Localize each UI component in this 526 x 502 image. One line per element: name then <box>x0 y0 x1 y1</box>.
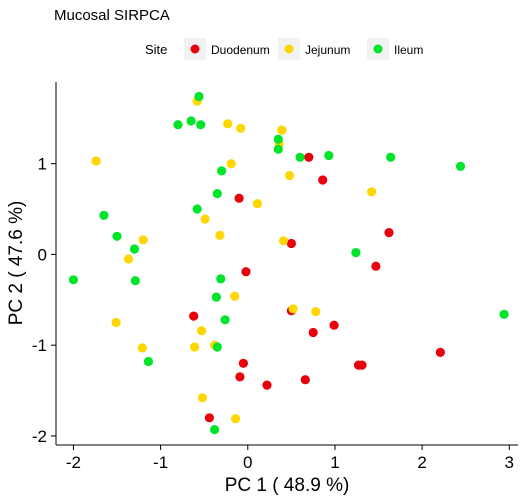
data-point-jejunum <box>223 119 233 129</box>
data-point-jejunum <box>231 414 241 424</box>
data-point-duodenum <box>300 375 310 385</box>
data-point-ileum <box>99 210 109 220</box>
data-point-jejunum <box>215 230 225 240</box>
data-point-jejunum <box>367 187 377 197</box>
legend-item-ileum: Ileum <box>367 38 423 60</box>
x-tick-label: 1 <box>330 453 339 472</box>
data-point-duodenum <box>262 380 272 390</box>
data-point-duodenum <box>234 193 244 203</box>
y-tick-label: -2 <box>32 427 47 446</box>
legend: Site Duodenum Jejunum Ileum <box>145 38 423 60</box>
data-point-ileum <box>192 204 202 214</box>
legend-key-marker <box>373 44 383 54</box>
data-point-ileum <box>196 120 206 130</box>
data-point-jejunum <box>197 393 207 403</box>
legend-key-marker <box>190 44 200 54</box>
data-point-jejunum <box>236 123 246 133</box>
data-point-ileum <box>324 150 334 161</box>
legend-label: Jejunum <box>305 43 350 57</box>
y-axis-label: PC 2 ( 47.6 %) <box>6 201 27 326</box>
data-point-duodenum <box>238 358 248 368</box>
data-point-jejunum <box>277 125 287 135</box>
data-point-jejunum <box>137 343 147 353</box>
data-point-duodenum <box>241 267 251 277</box>
legend-key-marker <box>284 44 294 54</box>
legend-item-duodenum: Duodenum <box>184 38 270 60</box>
x-tick-label: 2 <box>417 453 426 472</box>
data-point-duodenum <box>286 238 296 249</box>
data-point-ileum <box>186 116 196 126</box>
data-point-duodenum <box>371 261 381 271</box>
data-point-ileum <box>112 231 122 241</box>
x-tick-label: 3 <box>505 453 514 472</box>
legend-label: Duodenum <box>211 43 270 57</box>
data-point-ileum <box>194 91 204 102</box>
data-point-ileum <box>173 120 183 130</box>
data-point-jejunum <box>123 254 133 264</box>
data-point-ileum <box>351 248 361 258</box>
data-point-ileum <box>143 356 153 367</box>
legend-title: Site <box>145 42 167 57</box>
data-point-jejunum <box>111 317 121 328</box>
data-point-jejunum <box>200 214 210 224</box>
x-tick-label: 0 <box>243 453 252 472</box>
data-point-duodenum <box>304 152 314 162</box>
data-point-jejunum <box>190 342 200 352</box>
data-points <box>68 91 509 435</box>
data-point-ileum <box>386 152 396 162</box>
data-point-duodenum <box>189 311 199 321</box>
data-point-ileum <box>212 189 222 199</box>
ticks: -2 -1 0 1 2 3 -2 -1 0 1 <box>32 155 514 472</box>
data-point-jejunum <box>230 291 240 301</box>
data-point-duodenum <box>204 413 214 423</box>
data-point-duodenum <box>357 360 367 370</box>
x-tick-label: -1 <box>153 453 168 472</box>
data-point-ileum <box>455 161 466 171</box>
axes <box>55 82 518 446</box>
data-point-jejunum <box>311 307 321 317</box>
legend-item-jejunum: Jejunum <box>278 38 350 60</box>
data-point-duodenum <box>235 372 245 382</box>
y-tick-label: 0 <box>38 245 47 264</box>
y-tick-label: 1 <box>38 155 47 174</box>
data-point-duodenum <box>435 347 445 357</box>
data-point-ileum <box>216 274 226 284</box>
data-point-ileum <box>212 342 222 352</box>
data-point-ileum <box>499 309 509 319</box>
data-point-ileum <box>220 315 230 325</box>
data-point-duodenum <box>318 175 328 185</box>
data-point-ileum <box>211 292 221 302</box>
x-tick-label: -2 <box>66 453 81 472</box>
data-point-jejunum <box>285 170 295 181</box>
x-axis-label: PC 1 ( 48.9 %) <box>225 475 350 496</box>
data-point-jejunum <box>197 326 207 336</box>
data-point-ileum <box>68 275 78 285</box>
data-point-jejunum <box>252 199 262 209</box>
data-point-ileum <box>210 425 220 435</box>
data-point-duodenum <box>329 320 339 330</box>
data-point-duodenum <box>308 327 318 338</box>
data-point-ileum <box>129 244 140 254</box>
legend-label: Ileum <box>394 43 423 57</box>
chart-title: Mucosal SIRPCA <box>54 7 170 24</box>
data-point-ileum <box>130 276 140 286</box>
data-point-ileum <box>273 144 283 154</box>
data-point-ileum <box>217 166 227 176</box>
data-point-jejunum <box>278 236 289 246</box>
data-point-jejunum <box>91 156 101 166</box>
data-point-jejunum <box>138 235 148 245</box>
data-point-jejunum <box>226 159 236 169</box>
data-point-duodenum <box>384 228 394 238</box>
data-point-jejunum <box>288 304 298 314</box>
y-tick-label: -1 <box>32 336 47 355</box>
data-point-ileum <box>295 152 305 162</box>
data-point-ileum <box>273 134 283 144</box>
